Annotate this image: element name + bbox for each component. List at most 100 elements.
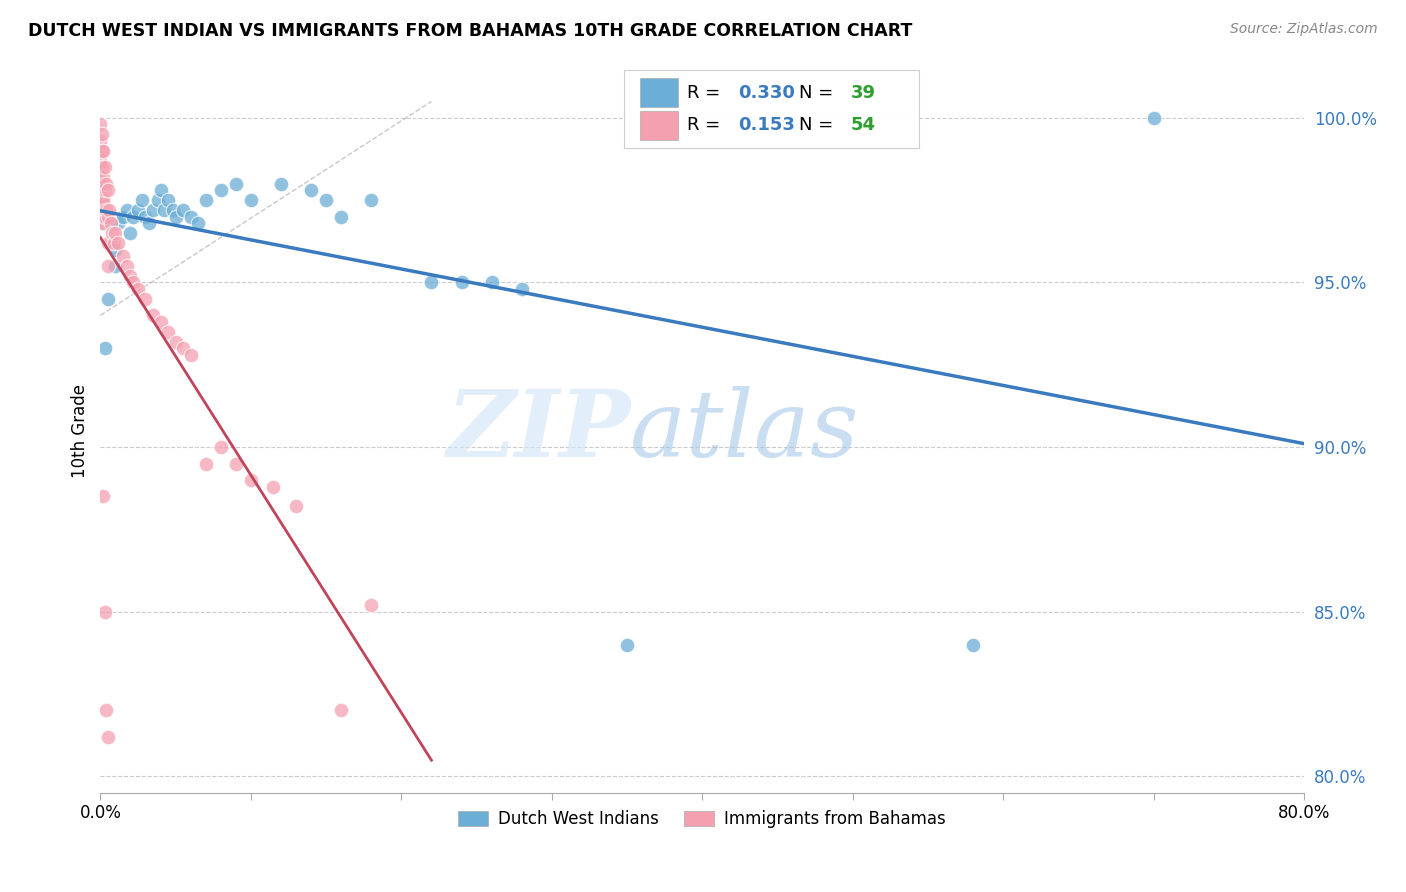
Point bbox=[138, 216, 160, 230]
Point bbox=[152, 202, 174, 217]
Point bbox=[225, 457, 247, 471]
Text: atlas: atlas bbox=[630, 385, 859, 475]
Point bbox=[149, 315, 172, 329]
Point bbox=[330, 703, 353, 717]
Point bbox=[89, 170, 111, 185]
Text: N =: N = bbox=[799, 116, 832, 135]
Point bbox=[98, 202, 121, 217]
Point bbox=[97, 292, 120, 306]
Point bbox=[127, 202, 149, 217]
Point bbox=[93, 170, 115, 185]
Point bbox=[165, 334, 187, 349]
Point bbox=[93, 216, 115, 230]
Point bbox=[127, 282, 149, 296]
Point bbox=[90, 193, 112, 207]
Point bbox=[120, 226, 142, 240]
Text: N =: N = bbox=[799, 84, 832, 102]
Point bbox=[315, 193, 337, 207]
Point bbox=[157, 325, 180, 339]
Point bbox=[330, 210, 353, 224]
Text: R =: R = bbox=[686, 116, 720, 135]
Point bbox=[90, 128, 112, 142]
Point bbox=[97, 183, 120, 197]
Point bbox=[93, 490, 115, 504]
Point bbox=[360, 598, 382, 612]
Text: DUTCH WEST INDIAN VS IMMIGRANTS FROM BAHAMAS 10TH GRADE CORRELATION CHART: DUTCH WEST INDIAN VS IMMIGRANTS FROM BAH… bbox=[28, 22, 912, 40]
Legend: Dutch West Indians, Immigrants from Bahamas: Dutch West Indians, Immigrants from Baha… bbox=[451, 804, 953, 835]
FancyBboxPatch shape bbox=[640, 111, 678, 140]
Point bbox=[142, 202, 165, 217]
Point bbox=[165, 210, 187, 224]
Point bbox=[122, 276, 145, 290]
Point bbox=[117, 202, 139, 217]
Point bbox=[97, 235, 120, 250]
Point bbox=[111, 249, 134, 263]
Point bbox=[172, 202, 194, 217]
Point bbox=[209, 440, 232, 454]
Point bbox=[450, 276, 472, 290]
Point bbox=[96, 177, 118, 191]
Point bbox=[149, 183, 172, 197]
Point bbox=[94, 161, 117, 175]
Point bbox=[122, 210, 145, 224]
Point bbox=[101, 226, 124, 240]
Point bbox=[97, 210, 120, 224]
Point bbox=[172, 341, 194, 355]
Point bbox=[89, 118, 111, 132]
Point bbox=[616, 638, 638, 652]
Point bbox=[93, 193, 115, 207]
Point bbox=[104, 259, 127, 273]
Point bbox=[117, 259, 139, 273]
Point bbox=[962, 638, 984, 652]
Point bbox=[93, 144, 115, 158]
Point bbox=[360, 193, 382, 207]
Point bbox=[94, 183, 117, 197]
Point bbox=[96, 703, 118, 717]
Point bbox=[142, 309, 165, 323]
Point bbox=[299, 183, 322, 197]
Point bbox=[209, 183, 232, 197]
Point bbox=[103, 235, 125, 250]
Text: ZIP: ZIP bbox=[446, 385, 630, 475]
Point bbox=[239, 193, 262, 207]
Point bbox=[96, 202, 118, 217]
Y-axis label: 10th Grade: 10th Grade bbox=[72, 384, 89, 477]
Point bbox=[97, 259, 120, 273]
Point bbox=[120, 268, 142, 283]
Point bbox=[510, 282, 533, 296]
FancyBboxPatch shape bbox=[640, 78, 678, 107]
Text: 0.330: 0.330 bbox=[738, 84, 796, 102]
Point bbox=[94, 341, 117, 355]
Point bbox=[104, 226, 127, 240]
Point bbox=[194, 457, 217, 471]
Point bbox=[270, 177, 292, 191]
Point bbox=[94, 605, 117, 619]
Point bbox=[420, 276, 443, 290]
Point bbox=[107, 235, 129, 250]
Point bbox=[194, 193, 217, 207]
Point bbox=[90, 177, 112, 191]
Text: R =: R = bbox=[686, 84, 720, 102]
Point bbox=[104, 243, 127, 257]
Text: 54: 54 bbox=[851, 116, 876, 135]
FancyBboxPatch shape bbox=[624, 70, 920, 148]
Point bbox=[89, 153, 111, 168]
Point bbox=[89, 193, 111, 207]
Point bbox=[162, 202, 184, 217]
Point bbox=[90, 161, 112, 175]
Point bbox=[239, 473, 262, 487]
Point bbox=[285, 500, 308, 514]
Point bbox=[225, 177, 247, 191]
Point bbox=[100, 216, 122, 230]
Point bbox=[131, 193, 153, 207]
Point bbox=[97, 730, 120, 744]
Point bbox=[90, 216, 112, 230]
Point bbox=[481, 276, 503, 290]
Point bbox=[134, 292, 156, 306]
Point bbox=[187, 216, 209, 230]
Text: 0.153: 0.153 bbox=[738, 116, 796, 135]
Point bbox=[1143, 111, 1166, 125]
Point bbox=[157, 193, 180, 207]
Point bbox=[107, 216, 129, 230]
Point bbox=[90, 144, 112, 158]
